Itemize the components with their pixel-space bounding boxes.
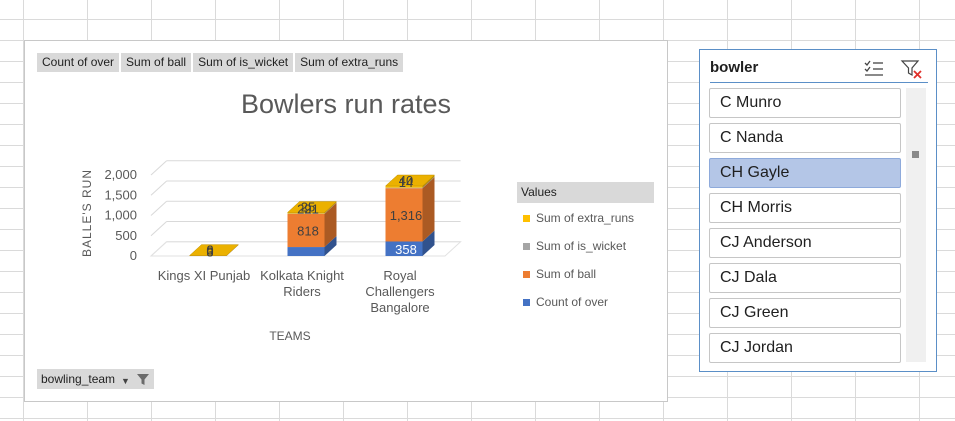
y-tick-label: 500 <box>115 228 137 243</box>
x-tick-label: Riders <box>283 284 321 299</box>
bar-segment-front <box>287 212 325 214</box>
data-label: 9 <box>304 202 311 217</box>
legend-swatch <box>523 298 530 306</box>
dropdown-arrow-icon: ▼ <box>121 375 130 386</box>
bar-segment-side <box>422 230 435 256</box>
slicer-item[interactable]: CJ Anderson <box>709 228 901 258</box>
bar-top <box>286 201 338 213</box>
bar-segment-front <box>385 187 423 189</box>
legend-label: Sum of ball <box>536 267 597 281</box>
legend-item[interactable]: Sum of extra_runs <box>523 211 634 225</box>
bar-top <box>188 244 240 256</box>
legend-label: Count of over <box>536 295 609 309</box>
bar-segment-front <box>287 213 325 248</box>
bar-segment-front <box>385 241 423 256</box>
bar-segment-side <box>324 236 337 256</box>
scrollbar-thumb[interactable] <box>912 151 919 158</box>
x-tick-label: Kolkata Knight <box>260 268 344 283</box>
multi-select-icon[interactable] <box>862 58 886 80</box>
clear-filter-icon[interactable] <box>900 58 924 80</box>
bar-segment-front <box>385 186 423 188</box>
data-label: 0 <box>206 245 213 260</box>
slicer-header: bowler <box>710 58 928 83</box>
slicer-item[interactable]: CJ Jordan <box>709 333 901 363</box>
slicer-item[interactable]: C Nanda <box>709 123 901 153</box>
axis-field-button[interactable]: bowling_team ▼ <box>37 369 154 389</box>
y-tick-label: 0 <box>130 248 137 263</box>
bar-segment-side <box>422 177 435 242</box>
legend-label: Sum of extra_runs <box>536 211 635 225</box>
gridline-depth <box>150 221 167 237</box>
gridline-depth <box>150 200 167 216</box>
slicer-item[interactable]: C Munro <box>709 88 901 118</box>
legend-item[interactable]: Sum of is_wicket <box>523 239 626 253</box>
y-axis-label: BALLE'S RUN <box>80 169 94 257</box>
x-tick-label: Royal <box>383 268 416 283</box>
x-tick-label: Challengers <box>365 284 435 299</box>
legend-swatch <box>523 214 530 222</box>
x-tick-label: Bangalore <box>370 300 429 315</box>
chart-title: Bowlers run rates <box>240 89 452 119</box>
filter-icon <box>136 373 149 385</box>
legend-item[interactable]: Count of over <box>523 295 608 309</box>
bar-segment-front <box>385 188 423 242</box>
x-axis-label: TEAMS <box>269 329 310 343</box>
data-label: 818 <box>297 223 319 238</box>
y-tick-label: 1,500 <box>104 187 137 202</box>
field-button-sum-of-is-wicket[interactable]: Sum of is_wicket <box>193 53 294 72</box>
bar-segment-side <box>422 175 435 188</box>
data-label: 221 <box>297 202 319 217</box>
slicer-item[interactable]: CJ Green <box>709 298 901 328</box>
y-tick-label: 1,000 <box>104 208 137 223</box>
slicer-item[interactable]: CJ Dala <box>709 263 901 293</box>
data-label: 0 <box>206 243 213 258</box>
legend-label: Sum of is_wicket <box>536 239 627 253</box>
bowler-slicer[interactable]: bowler C Munro C Nanda CH Gayle CH Morris CJ… <box>699 49 937 372</box>
field-button-count-of-over[interactable]: Count of over <box>37 53 120 72</box>
field-button-sum-of-ball[interactable]: Sum of ball <box>121 53 192 72</box>
gridline-depth <box>150 160 167 176</box>
bar-segment-front <box>287 247 325 256</box>
slicer-item-list: C Munro C Nanda CH Gayle CH Morris CJ Anders… <box>709 88 901 368</box>
pivot-chart[interactable]: Count of over Sum of ball Sum of is_wick… <box>24 40 668 402</box>
data-label: 6 <box>206 243 213 258</box>
data-label: 14 <box>399 175 413 190</box>
legend-item[interactable]: Sum of ball <box>523 267 596 281</box>
legend-swatch <box>523 242 530 250</box>
x-tick-label: Kings XI Punjab <box>158 268 251 283</box>
value-field-buttons: Count of over Sum of ball Sum of is_wick… <box>37 53 404 72</box>
data-label: 25 <box>301 200 315 215</box>
legend-swatch <box>523 270 530 278</box>
bar-segment-side <box>324 202 337 248</box>
data-label: 3 <box>206 245 213 260</box>
field-button-sum-of-extra-runs[interactable]: Sum of extra_runs <box>295 53 404 72</box>
slicer-item[interactable]: CH Morris <box>709 193 901 223</box>
data-label: 358 <box>395 242 417 257</box>
data-label: 40 <box>399 173 413 188</box>
chart-floor <box>149 241 462 257</box>
bar-segment-side <box>422 176 435 189</box>
data-label: 1,316 <box>390 208 423 223</box>
bar-top <box>384 174 436 187</box>
slicer-scrollbar[interactable] <box>906 88 926 362</box>
axis-field-label: bowling_team <box>41 372 116 386</box>
bar-segment-side <box>324 202 337 214</box>
slicer-title: bowler <box>710 59 759 76</box>
slicer-item[interactable]: CH Gayle <box>709 158 901 188</box>
legend-header[interactable]: Values <box>517 182 654 203</box>
gridline-depth <box>150 180 167 196</box>
y-tick-label: 2,000 <box>104 167 137 182</box>
